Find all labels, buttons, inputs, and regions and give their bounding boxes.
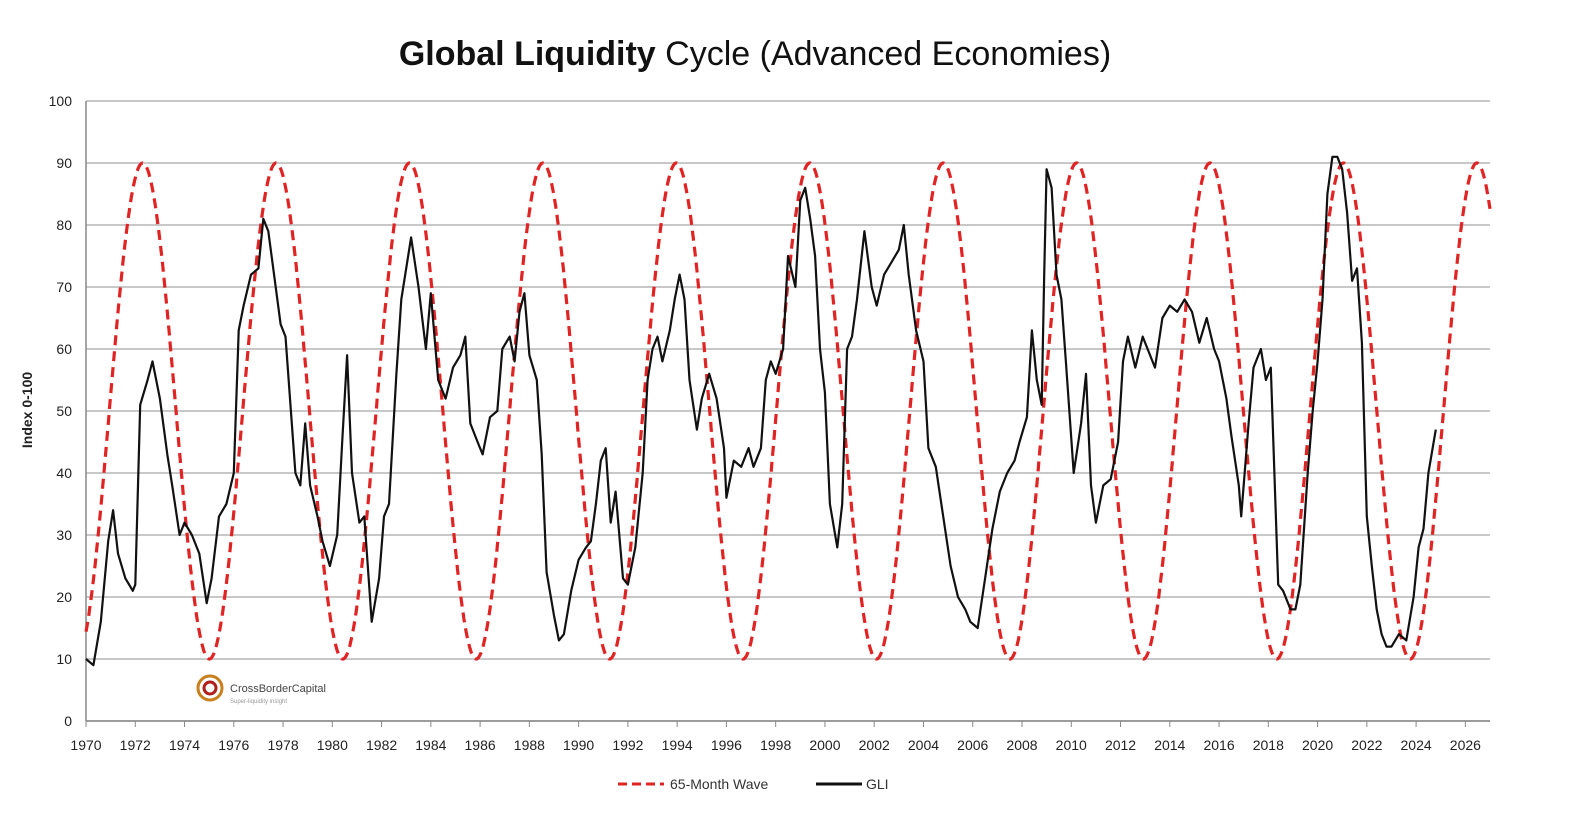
x-tick-label: 1996 [711, 737, 742, 753]
x-tick-label: 2022 [1351, 737, 1382, 753]
logo-subtext: Super-liquidity insight [230, 699, 287, 705]
series-layer [84, 155, 1492, 667]
y-tick-label: 60 [56, 341, 72, 357]
chart-title: Global Liquidity Cycle (Advanced Economi… [399, 35, 1111, 73]
x-tick-label: 1982 [366, 737, 397, 753]
crossborder-logo: CrossBorderCapital Super-liquidity insig… [196, 674, 326, 705]
y-tick-label: 80 [56, 217, 72, 233]
x-tick-label: 1976 [218, 737, 249, 753]
x-tick-label: 1974 [169, 737, 200, 753]
grid-lines [86, 100, 1490, 722]
series-gli [85, 155, 1437, 667]
y-tick-label: 10 [56, 651, 72, 667]
chart-title-bold: Global Liquidity [399, 35, 656, 73]
x-tick-label: 2016 [1203, 737, 1234, 753]
x-tick-label: 2020 [1302, 737, 1333, 753]
x-tick-label: 1972 [120, 737, 151, 753]
y-tick-label: 40 [56, 465, 72, 481]
y-tick-label: 0 [64, 713, 72, 729]
x-tick-label: 2000 [809, 737, 840, 753]
x-tick-label: 2024 [1401, 737, 1432, 753]
x-tick-label: 1994 [662, 737, 693, 753]
x-tick-label: 2018 [1253, 737, 1284, 753]
chart-title-rest: Cycle (Advanced Economies) [656, 35, 1111, 73]
legend-gli-label: GLI [866, 776, 889, 792]
x-tick-label: 2026 [1450, 737, 1481, 753]
x-tick-label: 2014 [1154, 737, 1185, 753]
x-tick-label: 1990 [563, 737, 594, 753]
x-tick-label: 2012 [1105, 737, 1136, 753]
y-tick-labels: 0 10 20 30 40 50 60 70 80 90 100 [49, 93, 73, 729]
x-tick-label: 2010 [1056, 737, 1087, 753]
x-tick-label: 2006 [957, 737, 988, 753]
x-tick-labels: 1970 1972 1974 1976 1978 1980 1982 1984 1986 1988… [70, 721, 1481, 753]
y-tick-label: 70 [56, 279, 72, 295]
axes [85, 101, 1490, 722]
y-tick-label: 100 [49, 93, 73, 109]
x-tick-label: 1970 [70, 737, 101, 753]
x-tick-label: 1992 [612, 737, 643, 753]
x-tick-label: 1980 [317, 737, 348, 753]
legend: 65-Month Wave GLI [618, 776, 889, 792]
x-tick-label: 1984 [415, 737, 446, 753]
logo-ring-icon [196, 674, 224, 702]
x-tick-label: 1988 [514, 737, 545, 753]
x-tick-label: 2008 [1006, 737, 1037, 753]
x-tick-label: 2002 [859, 737, 890, 753]
x-tick-label: 1986 [465, 737, 496, 753]
y-axis-label: Index 0-100 [19, 372, 35, 448]
logo-text: CrossBorderCapital [230, 683, 326, 695]
x-tick-label: 2004 [908, 737, 939, 753]
x-tick-label: 1978 [267, 737, 298, 753]
x-tick-label: 1998 [760, 737, 791, 753]
logo-inner-ring-icon [202, 680, 218, 696]
y-tick-label: 90 [56, 155, 72, 171]
y-tick-label: 30 [56, 527, 72, 543]
y-tick-label: 20 [56, 589, 72, 605]
y-tick-label: 50 [56, 403, 72, 419]
legend-wave-label: 65-Month Wave [670, 776, 769, 792]
